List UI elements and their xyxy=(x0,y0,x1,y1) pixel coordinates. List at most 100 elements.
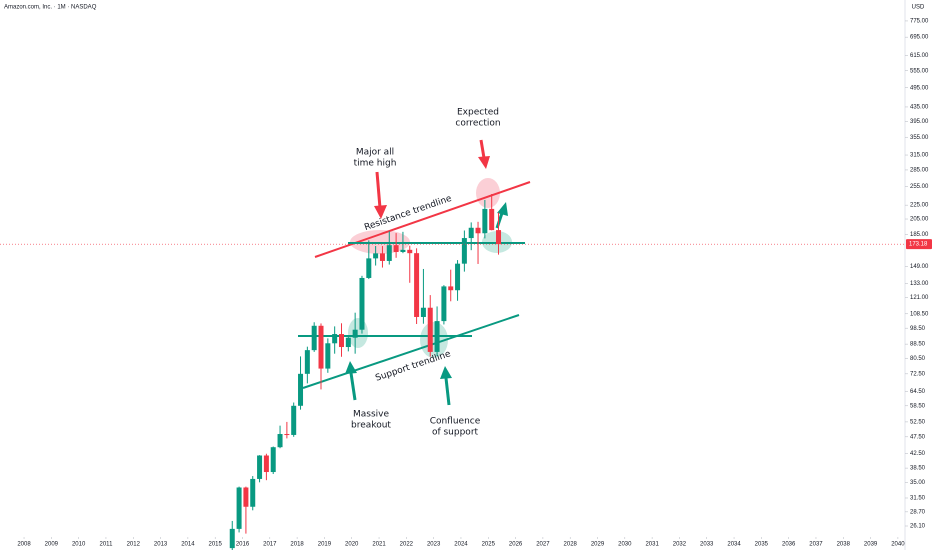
x-tick-label: 2033 xyxy=(700,542,714,548)
candle-body xyxy=(427,307,433,352)
arrow-head xyxy=(478,156,490,169)
x-tick-label: 2038 xyxy=(837,542,851,548)
arrow-head xyxy=(497,202,508,216)
x-tick-label: 2034 xyxy=(727,542,741,548)
y-tick-label: 255.00 xyxy=(910,184,929,190)
candle-body xyxy=(338,334,344,348)
x-tick-label: 2036 xyxy=(782,542,796,548)
candle-body xyxy=(263,455,269,473)
arrows xyxy=(345,139,508,406)
y-tick-label: 38.50 xyxy=(910,466,926,472)
y-tick-label: 26.10 xyxy=(910,524,926,530)
y-tick-label: 315.00 xyxy=(910,153,929,159)
candle-body xyxy=(448,286,454,291)
x-tick-label: 2026 xyxy=(509,542,523,548)
candle-body xyxy=(311,325,317,351)
resistance-line xyxy=(314,181,531,258)
y-tick-label: 35.00 xyxy=(910,480,926,486)
last-price-label: 173.18 xyxy=(909,242,928,248)
x-tick-label: 2009 xyxy=(45,542,59,548)
arrow xyxy=(375,171,382,209)
y-tick-label: 98.50 xyxy=(910,326,926,332)
arrow-head xyxy=(374,205,387,219)
y-tick-label: 149.00 xyxy=(910,264,929,270)
arrow-head xyxy=(345,361,357,374)
y-tick-label: 695.00 xyxy=(910,35,929,41)
x-tick-label: 2037 xyxy=(809,542,823,548)
chart-title: Amazon.com, Inc. · 1M · NASDAQ xyxy=(4,5,97,11)
candles xyxy=(229,193,502,550)
arrow xyxy=(349,372,357,401)
candle-body xyxy=(298,373,304,406)
x-tick-label: 2029 xyxy=(591,542,605,548)
candle-body xyxy=(325,343,331,369)
candle-body xyxy=(284,434,290,436)
x-tick-label: 2011 xyxy=(100,542,114,548)
candle-body xyxy=(461,238,467,264)
candle-body xyxy=(489,208,495,231)
y-tick-label: 31.50 xyxy=(910,496,926,502)
annotation: correction xyxy=(455,119,500,129)
highlight xyxy=(476,178,500,208)
candle-body xyxy=(243,487,249,507)
x-tick-label: 2039 xyxy=(864,542,878,548)
candle-body xyxy=(277,434,283,448)
annotation: time high xyxy=(354,159,397,169)
y-tick-label: 47.50 xyxy=(910,434,926,440)
y-tick-label: 121.00 xyxy=(910,295,929,301)
candle-body xyxy=(373,253,379,259)
x-tick-label: 2040 xyxy=(891,542,905,548)
candle-body xyxy=(229,528,235,549)
candle-body xyxy=(475,227,481,234)
y-tick-label: 108.50 xyxy=(910,311,929,317)
x-tick-label: 2018 xyxy=(290,542,304,548)
x-tick-label: 2015 xyxy=(209,542,223,548)
y-tick-label: 72.50 xyxy=(910,371,926,377)
y-tick-label: 28.70 xyxy=(910,509,926,515)
y-tick-label: 285.00 xyxy=(910,168,929,174)
candle-body xyxy=(291,405,297,435)
y-tick-label: 64.50 xyxy=(910,389,926,395)
y-tick-label: 225.00 xyxy=(910,203,929,209)
candle-body xyxy=(407,249,413,254)
y-tick-label: 435.00 xyxy=(910,105,929,111)
x-tick-label: 2035 xyxy=(755,542,769,548)
y-tick-label: 80.50 xyxy=(910,356,926,362)
currency: USD xyxy=(912,5,925,11)
x-tick-label: 2032 xyxy=(673,542,687,548)
candle-body xyxy=(386,245,392,261)
highlight xyxy=(420,322,448,358)
candle-body xyxy=(400,249,406,252)
y-tick-label: 775.00 xyxy=(910,19,929,25)
x-tick-label: 2023 xyxy=(427,542,441,548)
annotation: breakout xyxy=(351,421,391,431)
candle-body xyxy=(496,230,502,245)
y-tick-label: 495.00 xyxy=(910,85,929,91)
annotation: Major all xyxy=(356,148,394,158)
candle-body xyxy=(304,350,310,374)
candle-body xyxy=(257,455,263,479)
x-tick-label: 2025 xyxy=(482,542,496,548)
arrow-head xyxy=(440,366,452,379)
candle-body xyxy=(482,208,488,234)
arrow xyxy=(444,377,451,406)
candle-body xyxy=(434,321,440,352)
annotation: Confluence xyxy=(430,417,481,427)
candle-body xyxy=(441,286,447,322)
candle-body xyxy=(468,227,474,239)
candle-body xyxy=(250,478,256,507)
y-tick-label: 52.50 xyxy=(910,419,926,425)
x-tick-label: 2013 xyxy=(154,542,168,548)
x-tick-label: 2012 xyxy=(127,542,141,548)
last-price-tag xyxy=(906,239,932,250)
annotation: of support xyxy=(432,428,479,438)
candle-body xyxy=(359,277,365,330)
x-tick-label: 2031 xyxy=(645,542,659,548)
x-tick-label: 2010 xyxy=(72,542,86,548)
candle-body xyxy=(414,253,420,317)
candle-body xyxy=(352,329,358,338)
y-tick-label: 355.00 xyxy=(910,135,929,141)
candle-body xyxy=(366,258,372,278)
